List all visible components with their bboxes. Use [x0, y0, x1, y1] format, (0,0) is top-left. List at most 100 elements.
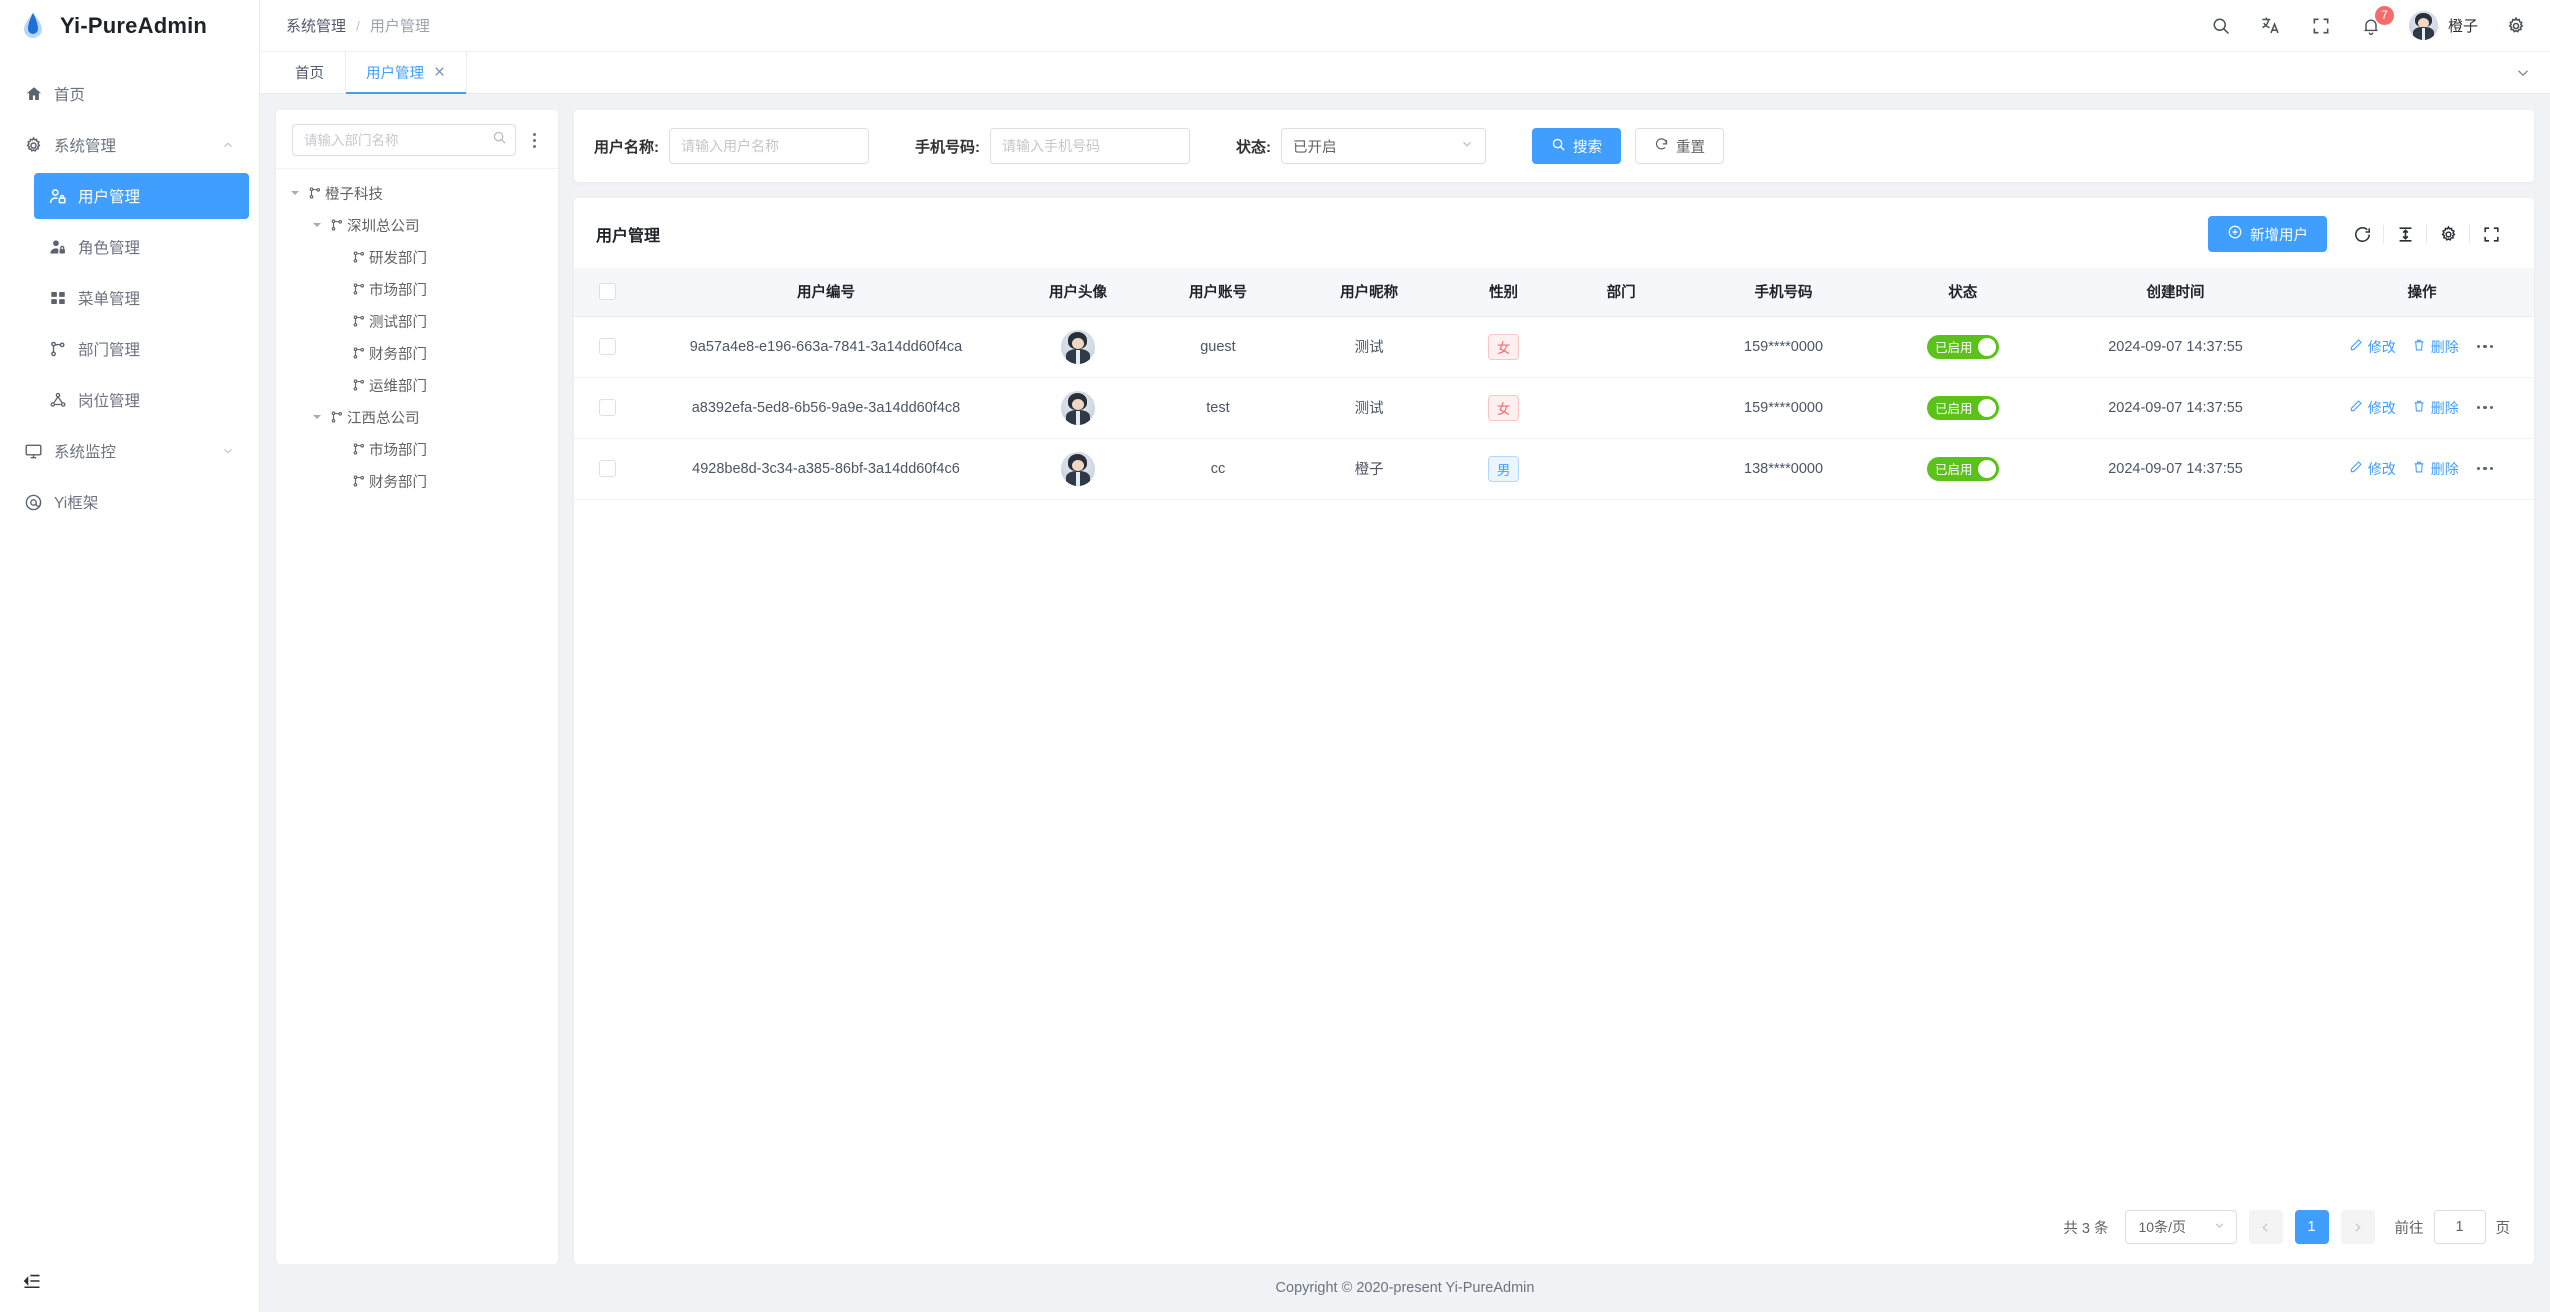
column-header-nickname[interactable]: 用户昵称: [1290, 268, 1448, 317]
page-jumper: 前往 页: [2394, 1210, 2510, 1244]
filter-bar: 用户名称: 手机号码: 状态: 已开启: [574, 110, 2534, 182]
column-header-avatar[interactable]: 用户头像: [1010, 268, 1146, 317]
column-header-gender[interactable]: 性别: [1447, 268, 1560, 317]
sidebar-item-users[interactable]: 用户管理: [34, 173, 249, 219]
cell-department: [1559, 438, 1683, 500]
column-header-created[interactable]: 创建时间: [2041, 268, 2310, 317]
caret-down-icon[interactable]: [306, 412, 328, 422]
sidebar-item-home[interactable]: 首页: [10, 71, 249, 117]
breadcrumb: 系统管理 / 用户管理: [286, 15, 430, 36]
status-toggle[interactable]: 已启用: [1926, 395, 1999, 420]
close-icon[interactable]: [433, 65, 446, 81]
status-select[interactable]: 已开启: [1281, 128, 1486, 164]
sidebar-item-monitor[interactable]: 系统监控: [10, 428, 249, 474]
sidebar-item-users-label: 用户管理: [78, 189, 141, 206]
username-input-wrap[interactable]: [669, 128, 869, 164]
refresh-icon[interactable]: [2341, 219, 2383, 249]
more-actions-icon[interactable]: [2475, 344, 2496, 349]
tab-overflow-button[interactable]: [2514, 52, 2550, 93]
row-density-icon[interactable]: [2384, 219, 2426, 249]
delete-button[interactable]: 删除: [2412, 459, 2459, 479]
department-search-input[interactable]: [304, 132, 486, 148]
department-search-input-wrap[interactable]: [292, 124, 516, 156]
tree-node-9[interactable]: 财务部门: [276, 465, 558, 497]
edit-button[interactable]: 修改: [2349, 459, 2396, 479]
phone-input[interactable]: [1002, 138, 1178, 154]
sidebar-item-positions[interactable]: 岗位管理: [34, 377, 249, 423]
sidebar-item-system-label: 系统管理: [54, 138, 117, 155]
next-page-button[interactable]: [2340, 1210, 2375, 1244]
tree-node-0[interactable]: 橙子科技: [276, 177, 558, 209]
sidebar-item-system[interactable]: 系统管理: [10, 122, 249, 168]
row-checkbox[interactable]: [599, 399, 617, 416]
edit-button[interactable]: 修改: [2349, 337, 2396, 357]
collapse-sidebar-icon[interactable]: [22, 1271, 42, 1296]
search-icon: [1551, 137, 1566, 156]
user-menu[interactable]: 橙子: [2408, 11, 2478, 40]
breadcrumb-item-0[interactable]: 系统管理: [286, 18, 347, 35]
sidebar-item-roles[interactable]: 角色管理: [34, 224, 249, 270]
more-actions-icon[interactable]: [2475, 405, 2496, 410]
tree-node-8[interactable]: 市场部门: [276, 433, 558, 465]
username-input[interactable]: [681, 138, 857, 154]
cell-created: 2024-09-07 14:37:55: [2041, 377, 2310, 439]
more-vertical-icon[interactable]: [524, 128, 544, 152]
tree-node-5[interactable]: 财务部门: [276, 337, 558, 369]
table-row[interactable]: 9a57a4e8-e196-663a-7841-3a14dd60f4ca gue…: [574, 316, 2534, 378]
row-checkbox[interactable]: [599, 338, 617, 355]
caret-down-icon[interactable]: [284, 188, 306, 198]
brand[interactable]: Yi-PureAdmin: [0, 0, 259, 52]
edit-button[interactable]: 修改: [2349, 398, 2396, 418]
sidebar-item-framework[interactable]: Yi框架: [10, 479, 249, 525]
sidebar-item-departments[interactable]: 部门管理: [34, 326, 249, 372]
select-all-checkbox[interactable]: [599, 283, 617, 301]
breadcrumb-item-1[interactable]: 用户管理: [369, 18, 430, 35]
page-size-select[interactable]: 10条/页: [2124, 1210, 2237, 1244]
column-header-account[interactable]: 用户账号: [1145, 268, 1291, 317]
row-checkbox[interactable]: [599, 460, 617, 477]
filter-status: 状态: 已开启: [1236, 128, 1486, 164]
bell-icon[interactable]: 7: [2359, 5, 2394, 38]
column-header-status[interactable]: 状态: [1884, 268, 2042, 317]
page-jumper-prefix: 前往: [2394, 1220, 2424, 1237]
search-button[interactable]: 搜索: [1532, 128, 1621, 164]
page-number-1[interactable]: 1: [2294, 1210, 2329, 1244]
column-header-id[interactable]: 用户编号: [641, 268, 1011, 317]
reset-button-label: 重置: [1676, 139, 1705, 156]
nodes-icon: [48, 391, 67, 410]
translate-icon[interactable]: [2259, 14, 2283, 38]
tree-node-4[interactable]: 测试部门: [276, 305, 558, 337]
column-header-operations[interactable]: 操作: [2309, 268, 2534, 317]
delete-button[interactable]: 删除: [2412, 337, 2459, 357]
tree-node-6[interactable]: 运维部门: [276, 369, 558, 401]
caret-down-icon[interactable]: [306, 220, 328, 230]
more-actions-icon[interactable]: [2475, 466, 2496, 471]
tab-home[interactable]: 首页: [274, 52, 345, 93]
add-user-button[interactable]: 新增用户: [2208, 216, 2327, 252]
page-jumper-input[interactable]: [2433, 1210, 2486, 1244]
delete-button[interactable]: 删除: [2412, 398, 2459, 418]
search-icon[interactable]: [2209, 14, 2233, 38]
column-header-department[interactable]: 部门: [1559, 268, 1683, 317]
reset-button[interactable]: 重置: [1635, 128, 1724, 164]
sidebar-item-departments-label: 部门管理: [78, 342, 141, 359]
fullscreen-icon[interactable]: [2470, 219, 2512, 249]
sidebar-item-menus[interactable]: 菜单管理: [34, 275, 249, 321]
status-toggle[interactable]: 已启用: [1926, 456, 1999, 481]
column-settings-icon[interactable]: [2427, 219, 2469, 249]
topbar-icons: 7 橙子: [2209, 5, 2528, 40]
phone-input-wrap[interactable]: [990, 128, 1190, 164]
settings-gear-icon[interactable]: [2504, 14, 2528, 38]
tree-node-1[interactable]: 深圳总公司: [276, 209, 558, 241]
tree-node-7[interactable]: 江西总公司: [276, 401, 558, 433]
table-row[interactable]: a8392efa-5ed8-6b56-9a9e-3a14dd60f4c8 tes…: [574, 377, 2534, 439]
tree-node-2[interactable]: 研发部门: [276, 241, 558, 273]
tree-node-3[interactable]: 市场部门: [276, 273, 558, 305]
fullscreen-icon[interactable]: [2309, 14, 2333, 38]
tab-user-management[interactable]: 用户管理: [345, 52, 467, 94]
status-toggle[interactable]: 已启用: [1926, 334, 1999, 359]
table-row[interactable]: 4928be8d-3c34-a385-86bf-3a14dd60f4c6 cc …: [574, 438, 2534, 500]
prev-page-button[interactable]: [2248, 1210, 2283, 1244]
column-header-phone[interactable]: 手机号码: [1682, 268, 1885, 317]
